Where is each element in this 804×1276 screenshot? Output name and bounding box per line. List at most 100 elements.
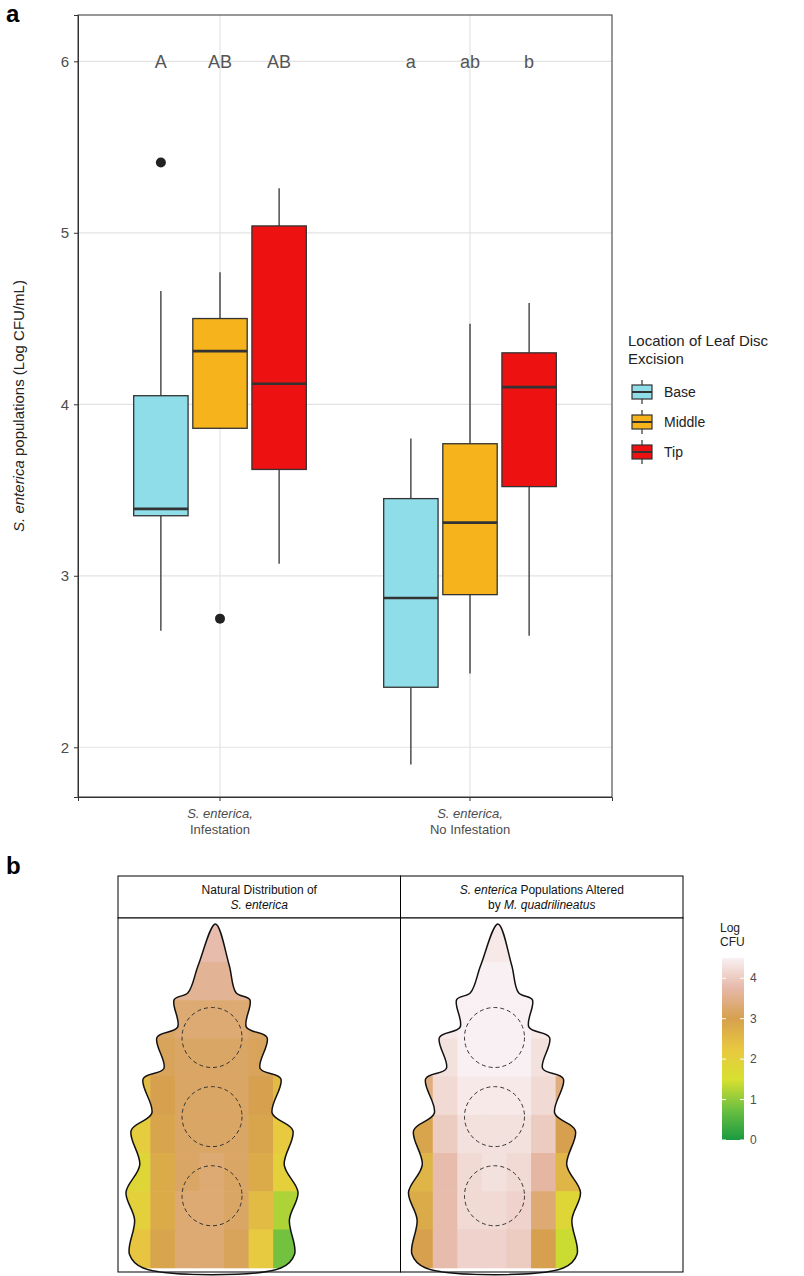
- heatmap-cell: [175, 1077, 200, 1116]
- heatmap-cell: [433, 962, 458, 1001]
- heatmap-cell: [506, 1038, 531, 1077]
- heatmap-cell: [482, 1077, 507, 1116]
- heatmap-cell: [457, 962, 482, 1001]
- heatmap-cell: [224, 924, 249, 963]
- significance-letter: AB: [267, 52, 291, 72]
- box: [134, 396, 188, 516]
- x-tick: S. enterica,Infestation: [187, 797, 253, 837]
- heatmap-cell: [482, 1000, 507, 1039]
- colorbar-tick: [740, 978, 744, 979]
- heatmap-cell: [224, 1229, 249, 1268]
- text-part: of: [307, 883, 318, 897]
- colorbar-tick: [722, 1140, 726, 1141]
- heatmap-cell: [224, 1191, 249, 1230]
- y-tick: 2: [61, 739, 78, 756]
- heatmap-cell: [556, 1191, 581, 1230]
- heatmap-cell: [150, 1229, 175, 1268]
- heatmap-cell: [408, 1153, 433, 1192]
- whisker-low: [528, 487, 529, 636]
- panel-body: [118, 918, 401, 1272]
- heatmap-cell: [175, 1229, 200, 1268]
- legend-item: Tip: [628, 438, 683, 466]
- heatmap-cell: [482, 924, 507, 963]
- heatmap-cell: [457, 1153, 482, 1192]
- plot-frame: [78, 15, 612, 797]
- y-tick-mark: [74, 233, 78, 234]
- colorbar-tick-label: 2: [750, 1052, 757, 1066]
- heatmap-cell: [506, 1153, 531, 1192]
- text-part: Distribution: [244, 883, 307, 897]
- box: [252, 226, 306, 470]
- heatmap-cell: [249, 1077, 274, 1116]
- whisker-high: [410, 439, 411, 499]
- disc-outline: [465, 1166, 525, 1226]
- panel-title: S. enterica Populations Alteredby M. qua…: [460, 883, 624, 912]
- x-tick-label: S. enterica,Infestation: [187, 806, 253, 837]
- legend-key-box: [632, 385, 652, 399]
- heatmap-cell: [273, 1115, 298, 1154]
- heatmap-cell: [433, 1153, 458, 1192]
- legend-key-background: [628, 378, 656, 406]
- panel-label: a: [6, 0, 20, 27]
- grid-line-y: [78, 575, 612, 576]
- marks: [134, 157, 557, 764]
- panel-header: [118, 876, 401, 918]
- heatmap-cell: [457, 924, 482, 963]
- heatmap-cell: [249, 1115, 274, 1154]
- legend-label: Tip: [664, 444, 683, 460]
- heatmap-cell: [199, 1115, 224, 1154]
- heatmap-cell: [531, 1115, 556, 1154]
- text-part: Log: [720, 921, 740, 935]
- heatmap-cell: [273, 924, 298, 963]
- significance-letter: b: [524, 52, 534, 72]
- heatmap-cell: [199, 924, 224, 963]
- legend-key-background: [628, 438, 656, 466]
- panel-header: [401, 876, 684, 918]
- significance-letter: a: [406, 52, 417, 72]
- whisker-high: [469, 324, 470, 444]
- text-part: of: [689, 332, 706, 349]
- text-part: CFU: [720, 935, 745, 949]
- colorbar-tick-label: 3: [750, 1012, 757, 1026]
- disc-outline: [182, 1008, 242, 1068]
- heatmap-cell: [273, 1153, 298, 1192]
- heatmap-cell: [199, 962, 224, 1001]
- x-tick: S. enterica,No Infestation: [430, 797, 510, 837]
- legend-key-median: [632, 451, 652, 453]
- heatmap-cell: [126, 962, 151, 1001]
- heatmap-cell: [457, 1038, 482, 1077]
- colorbar-scale: [722, 958, 744, 1140]
- heatmap-cell: [482, 1038, 507, 1077]
- legend-item: Middle: [628, 408, 705, 436]
- heatmap-cells: [126, 924, 299, 1269]
- heatmap-cell: [249, 1191, 274, 1230]
- colorbar-tick: [722, 978, 726, 979]
- colorbar-title: LogCFU: [720, 921, 745, 949]
- heatmap-cell: [433, 1115, 458, 1154]
- heatmap-cell: [408, 1038, 433, 1077]
- x-tick-label: S. enterica,No Infestation: [430, 806, 510, 837]
- heatmap-cell: [199, 1000, 224, 1039]
- text-part: Natural: [202, 883, 244, 897]
- text-part: No: [430, 822, 450, 837]
- whisker-low: [160, 516, 161, 631]
- heatmap-cell: [408, 924, 433, 963]
- median: [384, 597, 438, 600]
- figure: AaABabABb23456S. enterica,InfestationS. …: [0, 0, 804, 1276]
- heatmap-cell: [150, 1077, 175, 1116]
- heatmap-cell: [273, 1038, 298, 1077]
- heatmap-cell: [249, 924, 274, 963]
- heatmap-cell: [273, 1191, 298, 1230]
- heatmap-cell: [150, 1153, 175, 1192]
- grid-line-x: [469, 15, 470, 797]
- text-part: S. enterica: [10, 456, 27, 532]
- disc-outline: [465, 1087, 525, 1147]
- leaf-outline: [408, 924, 580, 1275]
- text-part: Location: [628, 332, 689, 349]
- heatmap-cell: [175, 1038, 200, 1077]
- panel-label: b: [6, 852, 21, 879]
- heatmap-cell: [150, 1115, 175, 1154]
- heatmap-cell: [224, 1077, 249, 1116]
- heatmap-cell: [126, 1000, 151, 1039]
- text-part: S. enterica: [231, 898, 289, 912]
